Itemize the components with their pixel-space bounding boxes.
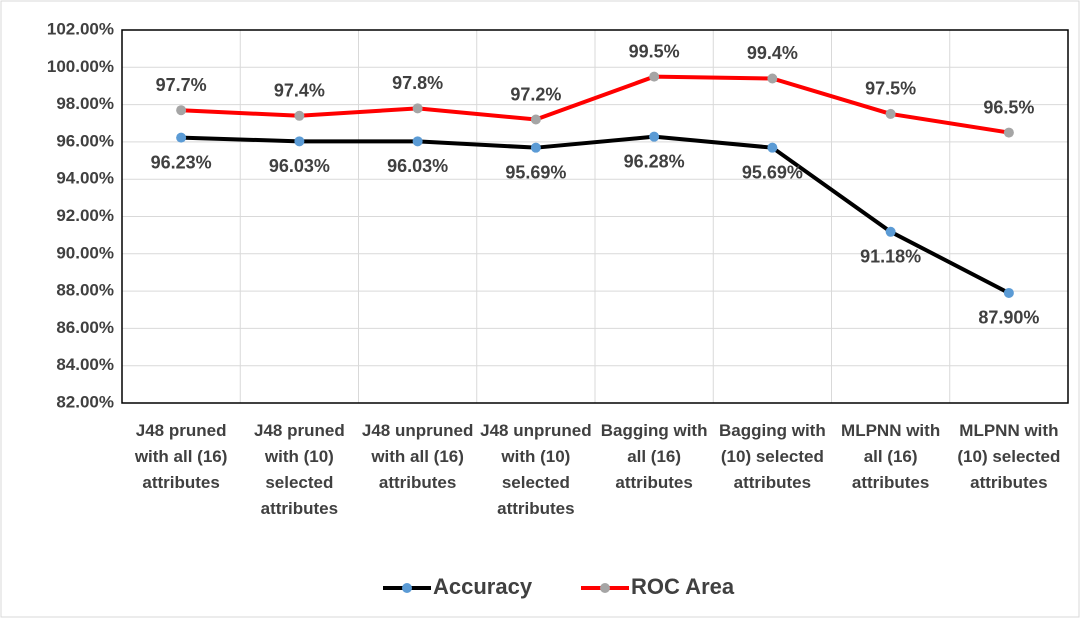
series-line [181,134,1010,295]
data-label: 97.7% [156,75,207,95]
x-tick-label: J48 unpruned with (10) selected attribut… [480,421,592,518]
y-tick-label: 94.00% [56,169,114,188]
y-tick-label: 98.00% [56,94,114,113]
marker [412,103,423,114]
legend-marker [600,583,610,593]
y-tick-label: 90.00% [56,243,114,262]
data-label: 95.69% [742,162,803,182]
marker [294,136,305,147]
legend-marker [402,583,412,593]
y-tick-label: 100.00% [47,57,114,76]
x-tick-label: Bagging with (10) selected attributes [719,421,826,492]
data-label: 91.18% [860,247,921,267]
x-tick-label: MLPNN with all (16) attributes [841,421,941,492]
marker [294,110,305,121]
marker [767,73,778,84]
x-tick-label: J48 unpruned with all (16) attributes [361,421,474,492]
y-tick-label: 92.00% [56,206,114,225]
data-label: 99.5% [629,41,680,61]
marker [1003,127,1014,138]
data-label: 97.4% [274,81,325,101]
y-tick-label: 102.00% [47,19,114,38]
data-label: 96.23% [151,152,212,172]
legend-label: ROC Area [631,574,735,599]
x-tick-label: J48 pruned with (10) selected attributes [254,421,345,518]
x-tick-label: Bagging with all (16) attributes [600,421,708,492]
data-label: 97.8% [392,73,443,93]
marker [530,114,541,125]
marker [1003,287,1014,298]
y-tick-label: 96.00% [56,131,114,150]
series-line [181,74,1010,135]
y-tick-label: 82.00% [56,392,114,411]
data-label: 96.03% [387,156,448,176]
marker [767,142,778,153]
marker [649,131,660,142]
plot-frame [121,29,1069,404]
data-label: 96.5% [983,97,1034,117]
marker [176,132,187,143]
legend-label: Accuracy [433,574,533,599]
marker [176,105,187,116]
y-tick-label: 86.00% [56,318,114,337]
data-label: 96.28% [624,151,685,171]
data-label: 97.5% [865,79,916,99]
data-label: 99.4% [747,43,798,63]
marker [649,71,660,82]
data-label: 87.90% [978,308,1039,328]
marker [885,226,896,237]
x-tick-label: J48 pruned with all (16) attributes [134,421,228,492]
marker [412,136,423,147]
x-tick-label: MLPNN with (10) selected attributes [957,421,1061,492]
y-tick-label: 88.00% [56,281,114,300]
data-label: 95.69% [505,162,566,182]
marker [885,108,896,119]
data-label: 96.03% [269,156,330,176]
y-tick-label: 84.00% [56,355,114,374]
data-label: 97.2% [510,84,561,104]
marker [530,142,541,153]
